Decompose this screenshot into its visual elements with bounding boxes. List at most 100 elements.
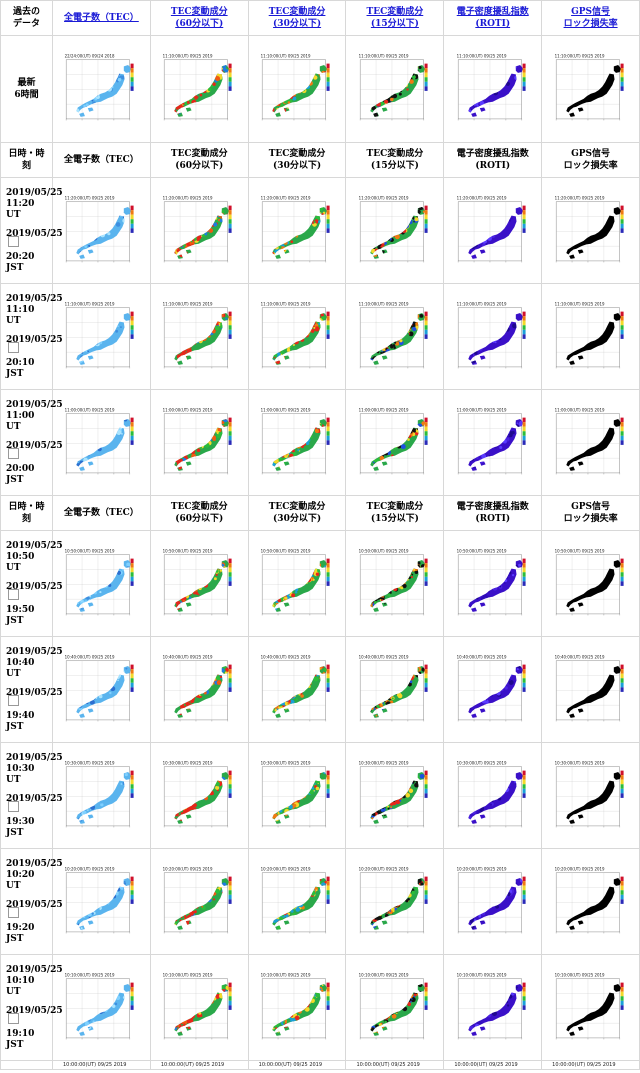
map-cell: 10:10:00(UT) 09/25 2019 (541, 954, 640, 1061)
d15-map-image[interactable]: 11:20:00(UT) 09/25 2019 (357, 195, 433, 267)
d60-map-image[interactable]: 11:10:00(UT) 09/25 2019 (161, 53, 237, 125)
column-header-roti: 電子密度擾乱指数 (ROTI) (443, 142, 543, 178)
map-cell: 10:40:00(UT) 09/25 2019 (443, 636, 543, 743)
map-timestamp: 10:00:00(UT) 09/25 2019 (345, 1060, 445, 1070)
d15-map-image[interactable]: 10:40:00(UT) 09/25 2019 (357, 654, 433, 726)
tec-map-image[interactable]: 10:20:00(UT) 09/25 2019 (63, 866, 139, 938)
lock-map-image[interactable]: 11:00:00(UT) 09/25 2019 (553, 407, 629, 479)
tec-map-image[interactable]: 11:00:00(UT) 09/25 2019 (63, 407, 139, 479)
column-header-d60: TEC変動成分 (60分以下) (149, 142, 249, 178)
lock-map-image[interactable]: 10:10:00(UT) 09/25 2019 (553, 972, 629, 1044)
d60-map-image[interactable]: 11:00:00(UT) 09/25 2019 (161, 407, 237, 479)
time-row: 2019/05/25 11:00 UT 2019/05/25 20:00 JST 11:0… (0, 389, 640, 496)
d15-map-image[interactable]: 10:50:00(UT) 09/25 2019 (357, 548, 433, 620)
datetime-column-label: 日時・時刻 (0, 495, 53, 531)
map-timestamp: 11:20:00(UT) 09/25 2019 (456, 195, 506, 200)
lock-map-image[interactable]: 10:50:00(UT) 09/25 2019 (553, 548, 629, 620)
select-checkbox[interactable] (8, 341, 19, 353)
lock-map-image[interactable]: 10:20:00(UT) 09/25 2019 (553, 866, 629, 938)
d15-map-image[interactable]: 11:00:00(UT) 09/25 2019 (357, 407, 433, 479)
lock-map-image[interactable]: 10:30:00(UT) 09/25 2019 (553, 760, 629, 832)
tec-map-image[interactable]: 10:30:00(UT) 09/25 2019 (63, 760, 139, 832)
time-label-cell: 2019/05/25 10:20 UT 2019/05/25 19:20 JST (0, 848, 63, 955)
map-cell: 11:00:00(UT) 09/25 2019 (149, 389, 249, 496)
map-cell: 11:10:00(UT) 09/25 2019 (149, 283, 249, 390)
lock-map-image[interactable]: 11:20:00(UT) 09/25 2019 (553, 195, 629, 267)
column-link-roti[interactable]: 電子密度擾乱指数 (ROTI) (456, 7, 529, 29)
roti-map-image[interactable]: 10:40:00(UT) 09/25 2019 (455, 654, 531, 726)
map-cell: 10:40:00(UT) 09/25 2019 (541, 636, 640, 743)
map-timestamp: 10:40:00(UT) 09/25 2019 (359, 654, 409, 659)
d60-map-image[interactable]: 11:10:00(UT) 09/25 2019 (161, 301, 237, 373)
column-link-d60[interactable]: TEC変動成分 (60分以下) (170, 7, 228, 29)
d15-map-image[interactable]: 11:10:00(UT) 09/25 2019 (357, 301, 433, 373)
column-link-tec[interactable]: 全電子数（TEC） (64, 13, 139, 23)
map-cell: 10:50:00(UT) 09/25 2019 (247, 530, 347, 637)
map-cell: 11:20:00(UT) 09/25 2019 (52, 177, 151, 284)
d30-map-image[interactable]: 10:40:00(UT) 09/25 2019 (259, 654, 335, 726)
map-cell: 11:00:00(UT) 09/25 2019 (52, 389, 151, 496)
roti-map-image[interactable]: 10:50:00(UT) 09/25 2019 (455, 548, 531, 620)
d60-map-image[interactable]: 11:20:00(UT) 09/25 2019 (161, 195, 237, 267)
d15-map-image[interactable]: 10:30:00(UT) 09/25 2019 (357, 760, 433, 832)
select-checkbox[interactable] (8, 588, 19, 600)
map-cell: 11:10:00(UT) 09/25 2019 (247, 283, 347, 390)
map-cell: 10:10:00(UT) 09/25 2019 (345, 954, 445, 1061)
d30-map-image[interactable]: 11:10:00(UT) 09/25 2019 (259, 53, 335, 125)
select-checkbox[interactable] (8, 906, 19, 918)
tec-map-image[interactable]: 10:10:00(UT) 09/25 2019 (63, 972, 139, 1044)
map-timestamp: 11:10:00(UT) 09/25 2019 (65, 301, 115, 306)
latest-map-cell: 11:10:00(UT) 09/25 2019 (345, 35, 445, 143)
d30-map-image[interactable]: 11:10:00(UT) 09/25 2019 (259, 301, 335, 373)
map-timestamp: 10:40:00(UT) 09/25 2019 (163, 654, 213, 659)
column-link-lock[interactable]: GPS信号 ロック損失率 (563, 7, 618, 29)
lock-map-image[interactable]: 10:40:00(UT) 09/25 2019 (553, 654, 629, 726)
d60-map-image[interactable]: 10:30:00(UT) 09/25 2019 (161, 760, 237, 832)
select-checkbox[interactable] (8, 800, 19, 812)
d30-map-image[interactable]: 10:20:00(UT) 09/25 2019 (259, 866, 335, 938)
latest-map-cell: 11:10:00(UT) 09/25 2019 (443, 35, 543, 143)
d60-map-image[interactable]: 10:40:00(UT) 09/25 2019 (161, 654, 237, 726)
d60-map-image[interactable]: 10:10:00(UT) 09/25 2019 (161, 972, 237, 1044)
column-link-d30[interactable]: TEC変動成分 (30分以下) (268, 7, 326, 29)
d15-map-image[interactable]: 11:10:00(UT) 09/25 2019 (357, 53, 433, 125)
roti-map-image[interactable]: 10:10:00(UT) 09/25 2019 (455, 972, 531, 1044)
d30-map-image[interactable]: 10:10:00(UT) 09/25 2019 (259, 972, 335, 1044)
tec-map-image[interactable]: 11:20:00(UT) 09/25 2019 (63, 195, 139, 267)
roti-map-image[interactable]: 10:20:00(UT) 09/25 2019 (455, 866, 531, 938)
d30-map-image[interactable]: 11:20:00(UT) 09/25 2019 (259, 195, 335, 267)
map-timestamp: 11:10:00(UT) 09/25 2019 (456, 54, 506, 59)
d15-map-image[interactable]: 10:10:00(UT) 09/25 2019 (357, 972, 433, 1044)
roti-map-image[interactable]: 11:00:00(UT) 09/25 2019 (455, 407, 531, 479)
select-checkbox[interactable] (8, 1012, 19, 1024)
tec-map-image[interactable]: 22/24:00(UT) 09/24 2018 (63, 53, 139, 125)
time-label-cell: 2019/05/25 11:20 UT 2019/05/25 20:20 JST (0, 177, 63, 284)
select-checkbox[interactable] (8, 447, 19, 459)
map-timestamp: 10:20:00(UT) 09/25 2019 (359, 866, 409, 871)
roti-map-image[interactable]: 10:30:00(UT) 09/25 2019 (455, 760, 531, 832)
map-cell: 10:30:00(UT) 09/25 2019 (541, 742, 640, 849)
d30-map-image[interactable]: 11:00:00(UT) 09/25 2019 (259, 407, 335, 479)
lock-map-image[interactable]: 11:10:00(UT) 09/25 2019 (553, 53, 629, 125)
roti-map-image[interactable]: 11:20:00(UT) 09/25 2019 (455, 195, 531, 267)
d30-map-image[interactable]: 10:30:00(UT) 09/25 2019 (259, 760, 335, 832)
map-timestamp: 10:30:00(UT) 09/25 2019 (359, 760, 409, 765)
map-timestamp: 11:00:00(UT) 09/25 2019 (65, 407, 115, 412)
select-checkbox[interactable] (8, 235, 19, 247)
roti-map-image[interactable]: 11:10:00(UT) 09/25 2019 (455, 53, 531, 125)
select-checkbox[interactable] (8, 694, 19, 706)
d60-map-image[interactable]: 10:20:00(UT) 09/25 2019 (161, 866, 237, 938)
time-row: 2019/05/25 10:40 UT 2019/05/25 19:40 JST 10:4… (0, 636, 640, 743)
jst-time: 2019/05/25 19:30 JST (6, 793, 63, 838)
d30-map-image[interactable]: 10:50:00(UT) 09/25 2019 (259, 548, 335, 620)
column-link-d15[interactable]: TEC変動成分 (15分以下) (366, 7, 424, 29)
d60-map-image[interactable]: 10:50:00(UT) 09/25 2019 (161, 548, 237, 620)
tec-map-image[interactable]: 10:40:00(UT) 09/25 2019 (63, 654, 139, 726)
jst-time: 2019/05/25 19:50 JST (6, 581, 63, 626)
roti-map-image[interactable]: 11:10:00(UT) 09/25 2019 (455, 301, 531, 373)
tec-map-image[interactable]: 11:10:00(UT) 09/25 2019 (63, 301, 139, 373)
tec-map-image[interactable]: 10:50:00(UT) 09/25 2019 (63, 548, 139, 620)
d15-map-image[interactable]: 10:20:00(UT) 09/25 2019 (357, 866, 433, 938)
map-timestamp: 10:00:00(UT) 09/25 2019 (52, 1060, 151, 1070)
lock-map-image[interactable]: 11:10:00(UT) 09/25 2019 (553, 301, 629, 373)
